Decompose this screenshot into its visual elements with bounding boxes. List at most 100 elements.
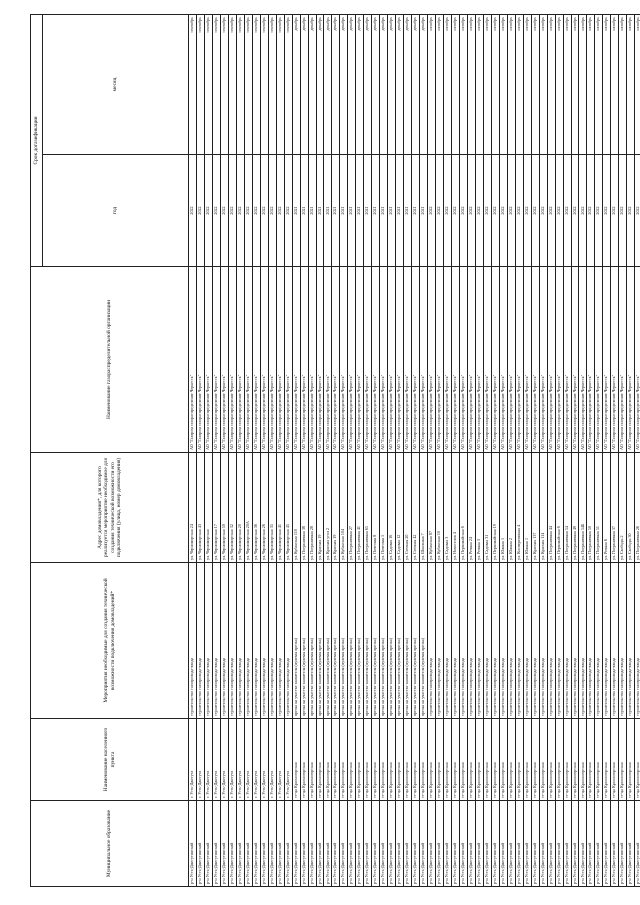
- cell-month: декабрь: [419, 14, 428, 155]
- cell-gdo: АО "Газпром газораспределение Черкесск": [435, 266, 444, 453]
- cell-address: ул. Черноморская 36: [252, 452, 261, 563]
- header-measures: Мероприятия необходимые для создания тех…: [30, 562, 189, 719]
- cell-municipality: р-н Усть-Джегутинский: [475, 800, 484, 887]
- cell-measure: строительство газопровода-ввода: [515, 562, 524, 719]
- cell-address: ул. Черноморская 41: [276, 452, 285, 563]
- cell-year: 2022: [563, 154, 571, 267]
- cell-settlement: г. Усть-Джегута: [228, 718, 237, 801]
- cell-municipality: р-н Усть-Джегутинский: [204, 800, 213, 887]
- cell-year: 2022: [268, 154, 277, 267]
- cell-measure: врезка на участке заявителя (нулевая вре…: [411, 562, 420, 719]
- cell-measure: строительство газопровода-ввода: [594, 562, 603, 719]
- cell-settlement: ст-ца Красногорская: [459, 718, 468, 801]
- cell-gdo: АО "Газпром газораспределение Черкесск": [252, 266, 261, 453]
- cell-month: сентябрь: [212, 14, 221, 155]
- table-row: р-н Усть-Джегутинский ст-ца Красногорская…: [308, 14, 316, 887]
- cell-gdo: АО "Газпром газораспределение Черкесск": [339, 266, 348, 453]
- table-row: р-н Усть-Джегутинский ст-ца Красногорская…: [547, 14, 556, 887]
- cell-month: октябрь: [578, 14, 587, 155]
- cell-address: ул. Речная 3: [475, 452, 484, 563]
- table-row: р-н Усть-Джегутинский ст-ца Красногорская…: [594, 14, 603, 887]
- cell-year: 2022: [571, 154, 579, 267]
- cell-year: 2022: [578, 154, 587, 267]
- cell-settlement: г. Усть-Джегута: [244, 718, 253, 801]
- cell-settlement: ст-ца Красногорская: [451, 718, 460, 801]
- cell-gdo: АО "Газпром газораспределение Черкесск": [300, 266, 309, 453]
- cell-year: 2021: [371, 154, 380, 267]
- cell-month: октябрь: [499, 14, 508, 155]
- cell-measure: врезка на участке заявителя (нулевая вре…: [355, 562, 364, 719]
- cell-year: 2022: [459, 154, 468, 267]
- cell-settlement: ст-ца Красногорская: [499, 718, 508, 801]
- cell-month: декабрь: [403, 14, 412, 155]
- cell-year: 2022: [276, 154, 285, 267]
- table-row: р-н Усть-Джегутинский ст-ца Красногорская…: [403, 14, 412, 887]
- cell-municipality: р-н Усть-Джегутинский: [618, 800, 627, 887]
- cell-year: 2021: [331, 154, 340, 267]
- cell-address: ул. Пограничная 51: [594, 452, 603, 563]
- cell-gdo: АО "Газпром газораспределение Черкесск": [626, 266, 635, 453]
- cell-year: 2022: [539, 154, 548, 267]
- cell-measure: врезка на участке заявителя (нулевая вре…: [292, 562, 301, 719]
- cell-gdo: АО "Газпром газораспределение Черкесск": [292, 266, 301, 453]
- cell-month: сентябрь: [260, 14, 269, 155]
- cell-measure: врезка на участке заявителя (нулевая вре…: [371, 562, 380, 719]
- cell-month: сентябрь: [196, 14, 205, 155]
- table-row: р-н Усть-Джегутинский ст-ца Красногорская…: [355, 14, 364, 887]
- cell-year: 2022: [507, 154, 516, 267]
- cell-measure: врезка на участке заявителя (нулевая вре…: [379, 562, 388, 719]
- cell-municipality: р-н Усть-Джегутинский: [355, 800, 364, 887]
- cell-address: ул. Садовая 3: [443, 452, 452, 563]
- cell-measure: строительство газопровода-ввода: [531, 562, 540, 719]
- cell-municipality: р-н Усть-Джегутинский: [236, 800, 245, 887]
- cell-settlement: ст-ца Красногорская: [586, 718, 595, 801]
- table-row: р-н Усть-Джегутинский г. Усть-Джегута стро…: [252, 14, 261, 887]
- cell-settlement: ст-ца Красногорская: [323, 718, 332, 801]
- table-row: р-н Усть-Джегутинский ст-ца Красногорская…: [300, 14, 309, 887]
- table-row: р-н Усть-Джегутинский ст-ца Красногорская…: [371, 14, 380, 887]
- cell-settlement: ст-ца Красногорская: [467, 718, 476, 801]
- cell-settlement: г. Усть-Джегута: [252, 718, 261, 801]
- cell-municipality: р-н Усть-Джегутинский: [363, 800, 372, 887]
- cell-measure: строительство газопровода-ввода: [586, 562, 595, 719]
- table-row: р-н Усть-Джегутинский г. Усть-Джегута стро…: [260, 14, 269, 887]
- header-address: Адрес домовладения*, для которого реализ…: [30, 452, 189, 563]
- table-row: р-н Усть-Джегутинский ст-ца Красногорская…: [586, 14, 595, 887]
- cell-address: ул. Красная угол 2: [323, 452, 332, 563]
- cell-municipality: р-н Усть-Джегутинский: [300, 800, 309, 887]
- header-municipality: Муниципальное образование: [30, 800, 189, 887]
- cell-settlement: ст-ца Красногорская: [435, 718, 444, 801]
- cell-measure: врезка на участке заявителя (нулевая вре…: [308, 562, 316, 719]
- table-row: р-н Усть-Джегутинский г. Усть-Джегута стро…: [204, 14, 213, 887]
- cell-year: 2022: [610, 154, 619, 267]
- table-row: р-н Усть-Джегутинский ст-ца Красногорская…: [347, 14, 356, 887]
- cell-settlement: ст-ца Красногорская: [555, 718, 564, 801]
- cell-settlement: ст-ца Красногорская: [387, 718, 396, 801]
- header-settlement: Наименование населенного пункта: [30, 718, 189, 801]
- cell-year: 2022: [602, 154, 611, 267]
- cell-address: ул. Садовая 31: [483, 452, 492, 563]
- cell-municipality: р-н Усть-Джегутинский: [308, 800, 316, 887]
- cell-measure: строительство газопровода-ввода: [228, 562, 237, 719]
- cell-municipality: р-н Усть-Джегутинский: [443, 800, 452, 887]
- cell-month: октябрь: [435, 14, 444, 155]
- cell-address: ул. Новоселов 4: [451, 452, 460, 563]
- cell-month: сентябрь: [236, 14, 245, 155]
- cell-settlement: ст-ца Красногорская: [339, 718, 348, 801]
- cell-municipality: р-н Усть-Джегутинский: [499, 800, 508, 887]
- cell-municipality: р-н Усть-Джегутинский: [459, 800, 468, 887]
- cell-year: 2022: [451, 154, 460, 267]
- cell-municipality: р-н Усть-Джегутинский: [634, 800, 640, 887]
- cell-month: сентябрь: [268, 14, 277, 155]
- cell-measure: строительство газопровода-ввода: [427, 562, 436, 719]
- cell-measure: строительство газопровода-ввода: [268, 562, 277, 719]
- cell-year: 2022: [467, 154, 476, 267]
- cell-gdo: АО "Газпром газораспределение Черкесск": [276, 266, 285, 453]
- table-row: р-н Усть-Джегутинский ст-ца Красногорская…: [467, 14, 476, 887]
- cell-address: ул. Черноморская 43: [196, 452, 205, 563]
- cell-year: 2022: [555, 154, 564, 267]
- cell-measure: строительство газопровода-ввода: [539, 562, 548, 719]
- cell-year: 2022: [212, 154, 221, 267]
- cell-measure: строительство газопровода-ввода: [236, 562, 245, 719]
- cell-month: октябрь: [459, 14, 468, 155]
